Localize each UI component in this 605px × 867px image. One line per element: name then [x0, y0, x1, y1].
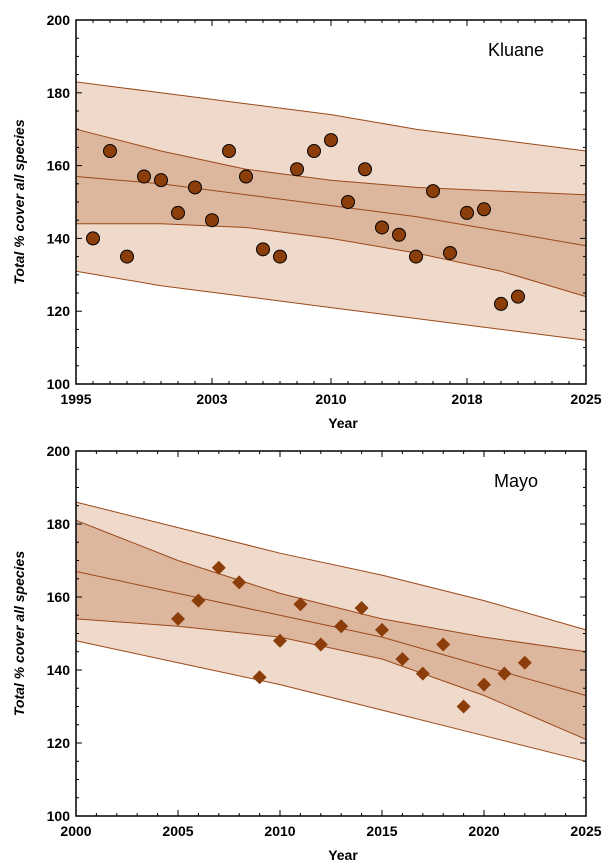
- data-point: [256, 242, 270, 257]
- data-point: [415, 666, 430, 681]
- x-tick-label: 2025: [570, 391, 601, 407]
- confidence-upper-line: [75, 128, 587, 196]
- data-point: [436, 637, 451, 652]
- data-point: [456, 699, 471, 714]
- data-point: [477, 677, 491, 692]
- data-point: [517, 655, 532, 670]
- x-tick-label: 2010: [264, 823, 295, 839]
- y-tick-label: 140: [47, 230, 71, 246]
- data-point: [239, 169, 253, 184]
- data-point: [358, 162, 372, 177]
- x-tick-label: 2005: [162, 823, 193, 839]
- confidence-band: [76, 520, 586, 740]
- y-tick-label: 160: [47, 589, 71, 605]
- site-label: Kluane: [488, 40, 544, 60]
- data-point: [313, 637, 328, 652]
- x-tick-label: 2010: [315, 391, 346, 407]
- data-point: [222, 144, 236, 159]
- confidence-upper-line: [75, 519, 587, 653]
- x-tick-label: 2025: [570, 823, 601, 839]
- y-tick-label: 140: [47, 662, 71, 678]
- data-point: [232, 575, 247, 590]
- y-tick-label: 120: [47, 303, 71, 319]
- data-point: [307, 144, 321, 159]
- y-axis-title: Total % cover all species: [11, 551, 27, 716]
- y-tick-label: 200: [47, 443, 71, 459]
- chart-kluane: 1995 2003 2010 2018 2025 100 120 140 160 180 200 Ye…: [11, 12, 602, 431]
- x-tick-label: 2020: [468, 823, 499, 839]
- data-point: [324, 133, 338, 148]
- data-point: [103, 144, 117, 159]
- y-tick-label: 180: [47, 516, 71, 532]
- x-tick-label: 2003: [196, 391, 227, 407]
- site-label: Mayo: [494, 471, 538, 491]
- data-point: [341, 195, 355, 209]
- data-point: [273, 633, 287, 648]
- data-point: [86, 231, 100, 246]
- data-point: [511, 289, 525, 304]
- data-point: [290, 162, 304, 177]
- y-tick-label: 160: [47, 158, 71, 174]
- data-point: [252, 670, 267, 685]
- data-point: [205, 213, 219, 228]
- data-point: [497, 666, 512, 681]
- data-point: [392, 227, 406, 242]
- y-tick-label: 100: [47, 808, 71, 824]
- x-axis-title: Year: [328, 415, 358, 431]
- x-tick-label: 2015: [366, 823, 397, 839]
- data-point: [211, 560, 226, 575]
- y-axis-title: Total % cover all species: [11, 119, 27, 284]
- y-tick-label: 200: [47, 12, 71, 28]
- data-point: [409, 249, 423, 264]
- prediction-lower-line: [75, 270, 587, 341]
- data-point: [171, 205, 185, 220]
- data-point: [375, 622, 389, 637]
- data-point: [334, 619, 349, 634]
- confidence-band: [76, 129, 586, 297]
- data-point: [443, 245, 457, 260]
- data-point: [395, 652, 410, 667]
- x-axis-title: Year: [328, 847, 358, 863]
- data-point: [273, 249, 287, 264]
- prediction-upper-line: [75, 501, 587, 631]
- chart-mayo: 2000 2005 2010 2015 2020 2025 100 120 140 160 180 2…: [11, 443, 602, 863]
- data-point: [293, 597, 308, 612]
- data-point: [171, 611, 185, 626]
- x-tick-label: 1995: [60, 391, 91, 407]
- data-point: [191, 593, 206, 608]
- prediction-lower-line: [75, 640, 587, 762]
- y-tick-label: 120: [47, 735, 71, 751]
- data-point: [354, 600, 369, 615]
- y-tick-label: 100: [47, 376, 71, 392]
- x-tick-label: 2000: [60, 823, 91, 839]
- data-point: [188, 180, 202, 195]
- y-tick-label: 180: [47, 85, 71, 101]
- data-point: [375, 220, 389, 235]
- data-point: [137, 169, 151, 184]
- data-point: [460, 205, 474, 220]
- data-point: [477, 202, 491, 217]
- confidence-lower-line: [76, 223, 587, 298]
- data-point: [426, 184, 440, 199]
- data-point: [494, 296, 508, 311]
- prediction-upper-line: [75, 81, 587, 152]
- confidence-lower-line: [75, 618, 587, 740]
- x-tick-label: 2018: [451, 391, 482, 407]
- data-point: [154, 173, 168, 188]
- data-point: [120, 249, 134, 264]
